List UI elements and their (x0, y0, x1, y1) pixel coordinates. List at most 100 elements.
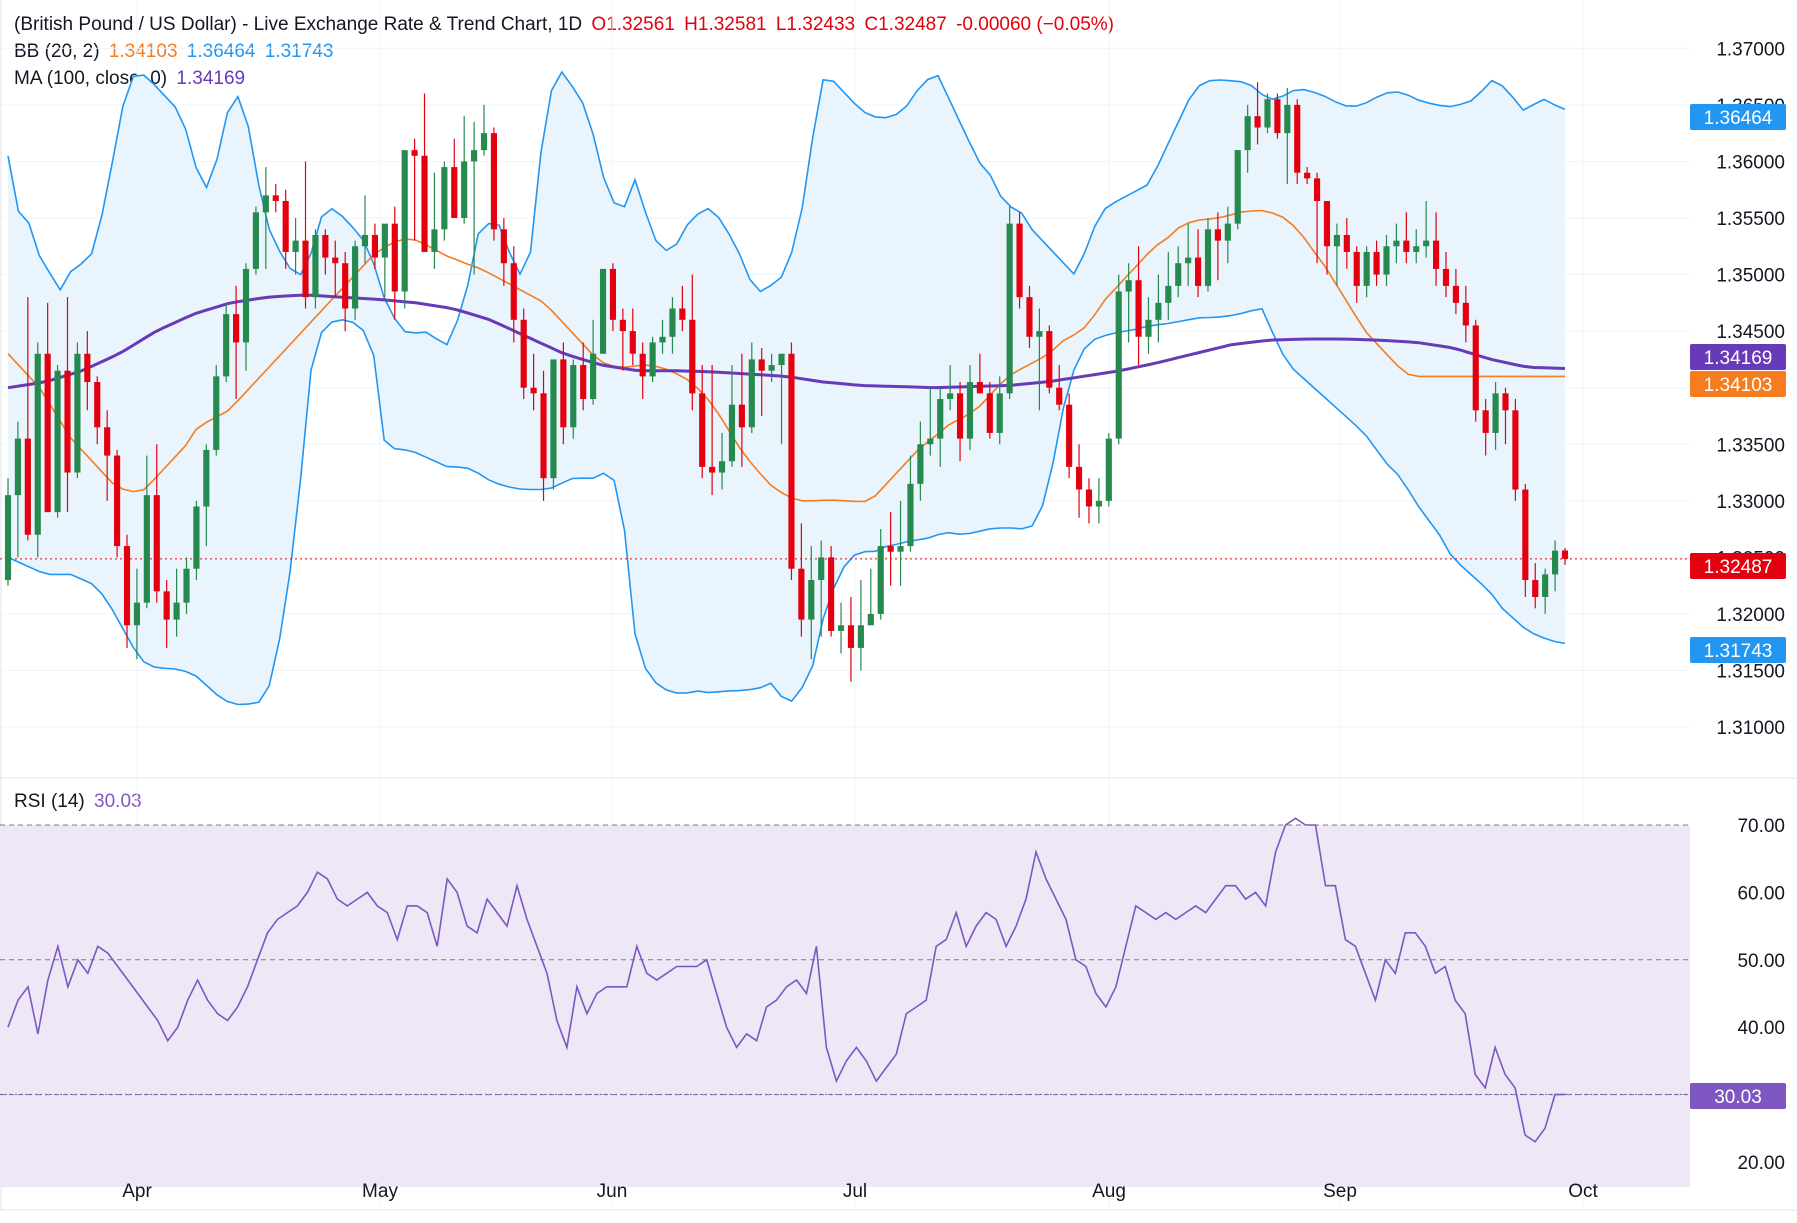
candle-body (84, 353, 91, 383)
candle-body (1115, 291, 1122, 439)
candle-body (1323, 201, 1331, 247)
candle-body (758, 359, 765, 371)
candle-body (937, 399, 944, 439)
candle-body (223, 314, 230, 377)
ma-value: 1.34169 (176, 68, 246, 89)
candle-body (401, 150, 408, 292)
candle-body (1403, 240, 1410, 252)
candle-body (917, 444, 924, 484)
bb-lower-line (7, 307, 1566, 706)
candle-body (699, 393, 706, 467)
candle-body (94, 382, 101, 428)
price-label-bg (1690, 637, 1786, 663)
rsi-legend: RSI (14) 30.03 (14, 791, 146, 813)
candle-body (947, 393, 954, 399)
ma-line (7, 293, 1566, 390)
candle-body (1085, 489, 1093, 507)
candle-body (1244, 116, 1251, 151)
ma-label: MA (100, close, 0) (14, 68, 168, 89)
rsi-current-label-bg (1690, 1083, 1786, 1109)
candle-body (173, 602, 180, 620)
candle-body (540, 393, 547, 479)
rsi-band (0, 825, 1690, 1187)
candle-body (996, 393, 1003, 433)
candle-body (580, 365, 587, 399)
price-label: 1.34103 (1704, 375, 1773, 396)
candle-body (709, 466, 716, 473)
bb-upper-line (7, 70, 1566, 346)
chart-legend-ma: MA (100, close, 0) 1.34169 (14, 68, 249, 90)
candle-body (262, 195, 269, 213)
candle-body (1066, 404, 1073, 467)
candle-body (431, 229, 438, 252)
candle-body (510, 263, 517, 320)
price-tick-label: 1.36000 (1716, 152, 1785, 173)
candle-body (649, 342, 656, 377)
candle-body (104, 427, 111, 456)
rsi-value: 30.03 (94, 791, 142, 812)
candle-body (54, 370, 61, 513)
candle-body (520, 319, 527, 388)
chart-legend-bb: BB (20, 2) 1.34103 1.36464 1.31743 (14, 41, 337, 63)
candle-body (1542, 574, 1549, 597)
candle-body (1234, 150, 1241, 224)
candle-body (352, 246, 359, 309)
candle-body (1294, 104, 1301, 173)
candle-body (897, 546, 904, 552)
price-label-bg (1690, 553, 1786, 579)
candle-body (599, 268, 607, 354)
candle-body (867, 613, 874, 626)
candle-body (24, 438, 31, 535)
candle-body (1254, 116, 1261, 128)
price-tick-label: 1.37000 (1716, 39, 1785, 60)
price-label-bg (1690, 344, 1786, 370)
candle-body (1343, 234, 1350, 252)
candle-body (837, 625, 845, 631)
candle-body (233, 314, 240, 343)
candle-body (927, 438, 934, 445)
candle-body (1512, 410, 1519, 490)
candle-body (1522, 489, 1529, 581)
candle-body (143, 495, 150, 603)
candle-body (1472, 325, 1479, 411)
candle-body (123, 546, 131, 626)
candle-body (639, 353, 646, 377)
candle-body (570, 365, 577, 428)
candle-body (1185, 257, 1192, 264)
candle-body (1105, 438, 1112, 501)
candle-body (1393, 240, 1400, 247)
candle-body (1155, 302, 1162, 320)
candle-body (153, 495, 160, 592)
candle-body (163, 591, 170, 620)
candle-body (183, 568, 190, 603)
candle-body (371, 234, 379, 258)
rsi-tick-label: 20.00 (1737, 1153, 1785, 1174)
candle-body (1552, 550, 1559, 575)
candle-body (1333, 234, 1340, 247)
candle-body (1046, 331, 1053, 388)
candle-body (133, 602, 140, 626)
candle-body (1165, 285, 1172, 303)
price-tick-label: 1.32000 (1716, 605, 1785, 626)
price-label: 1.34169 (1704, 348, 1773, 369)
candle-body (272, 195, 279, 202)
candle-body (1194, 257, 1202, 286)
candle-body (1373, 251, 1380, 275)
candle-body (193, 506, 200, 569)
candle-body (877, 546, 884, 614)
price-tick-label: 1.31000 (1716, 718, 1785, 739)
candle-body (1363, 251, 1370, 286)
time-axis[interactable]: Apr May Jun Jul Aug Sep Oct (122, 1181, 1598, 1202)
candle-body (74, 353, 81, 473)
candle-body (4, 495, 12, 581)
price-axis[interactable]: 1.310001.315001.320001.325001.330001.335… (1690, 39, 1786, 1174)
candle-body (887, 546, 894, 552)
candle-body (1284, 104, 1291, 134)
bb-upper-value: 1.36464 (186, 41, 256, 62)
candle-body (342, 263, 349, 309)
rsi-label: RSI (14) (14, 791, 85, 812)
candle-body (748, 359, 755, 428)
candle-body (728, 404, 736, 462)
candle-body (788, 353, 795, 569)
